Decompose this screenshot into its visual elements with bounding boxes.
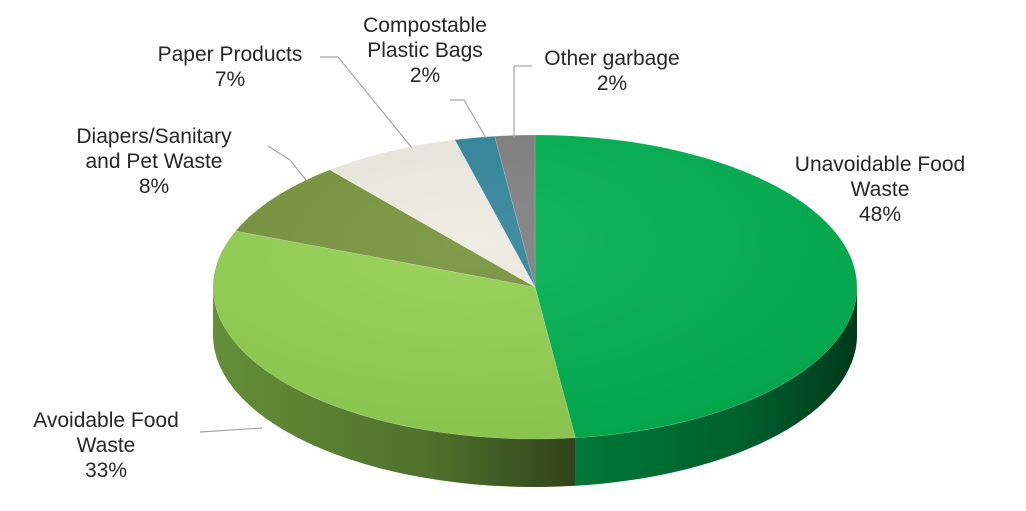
leader-line-other-garbage [513,65,532,138]
leader-line-diapers-sanitary-and-pet-waste [267,145,307,181]
slice-label-compostable-plastic-bags: Compostable Plastic Bags 2% [363,14,487,87]
slice-label-paper-products: Paper Products 7% [157,43,303,91]
pie-top-shine [213,135,857,439]
leader-line-paper-products [320,56,413,149]
slice-label-unavoidable-food-waste: Unavoidable Food Waste 48% [794,153,966,226]
slice-wall-avoidable-food-waste-shade [213,287,576,487]
slice-label-diapers-sanitary-pet-waste: Diapers/Sanitary and Pet Waste 8% [76,125,232,198]
leader-line-avoidable-food-waste [199,427,263,433]
slice-label-other-garbage: Other garbage 2% [544,47,680,95]
slice-wall-unavoidable-food-waste-shade [575,287,857,486]
leader-line-compostable-plastic-bags [450,99,487,139]
slice-label-avoidable-food-waste: Avoidable Food Waste 33% [33,409,179,482]
